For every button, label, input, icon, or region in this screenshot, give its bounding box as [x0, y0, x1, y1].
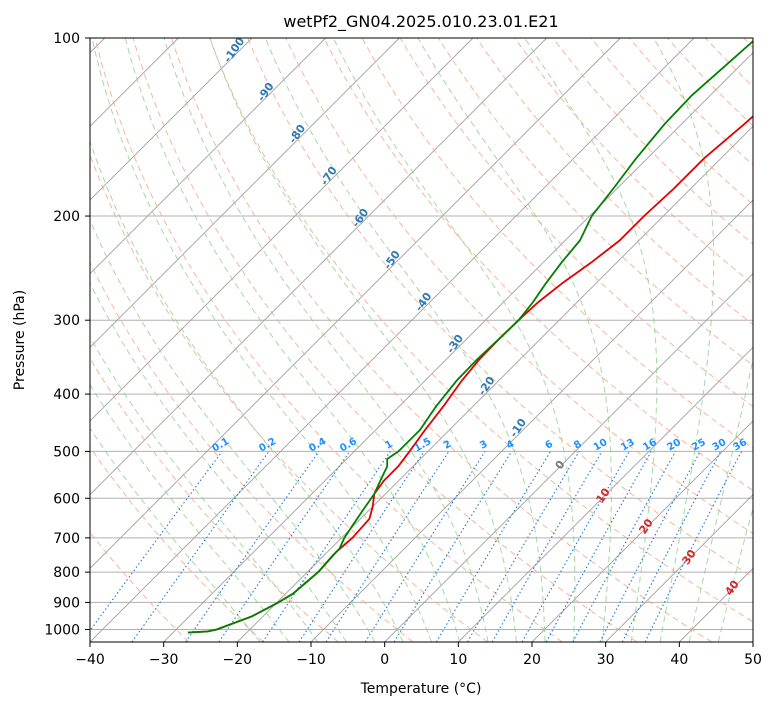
dry-adiabat-label: -50 [381, 248, 403, 272]
dry-adiabat-line [95, 38, 562, 642]
x-tick-label: 10 [449, 652, 467, 668]
moist-adiabat-line [654, 38, 714, 642]
moist-adiabat-label: 40 [722, 578, 742, 598]
x-tick-label: −40 [75, 652, 105, 668]
isotherm-line [0, 38, 252, 642]
x-tick-label: 20 [523, 652, 541, 668]
dry-adiabat-line [515, 38, 775, 642]
x-tick-label: −30 [149, 652, 179, 668]
dry-adiabat-line [19, 38, 413, 642]
mixing-ratio-line [645, 451, 741, 642]
isotherm-line [0, 38, 326, 642]
x-tick-label: 50 [744, 652, 762, 668]
dry-adiabat-label: -40 [412, 290, 434, 314]
chart-title: wetPf2_GN04.2025.010.23.01.E21 [283, 12, 558, 32]
isotherm-line [90, 38, 694, 642]
dry-adiabat-line [0, 38, 338, 642]
moist-adiabat-label: 30 [679, 547, 699, 567]
dry-adiabat-label: -80 [286, 122, 308, 146]
dry-adiabat-line [438, 38, 775, 642]
temperature-profile-line [188, 38, 775, 633]
moist-adiabat-line [210, 38, 517, 642]
isotherm-line [0, 38, 399, 642]
y-tick-label: 300 [53, 313, 80, 329]
mixing-ratio-line [600, 451, 700, 642]
dry-adiabat-line [57, 38, 488, 642]
y-tick-label: 700 [53, 531, 80, 547]
dry-adiabat-line [0, 38, 189, 642]
mixing-ratio-line [436, 451, 550, 642]
mixing-ratio-line [82, 451, 222, 642]
x-tick-label: 40 [670, 652, 688, 668]
y-tick-label: 200 [53, 209, 80, 225]
y-tick-label: 1000 [44, 622, 80, 638]
moist-adiabat-line [718, 38, 775, 642]
y-tick-label: 100 [53, 31, 80, 47]
isotherm-line [311, 38, 775, 642]
mixing-ratio-line [573, 451, 676, 642]
y-tick-label: 800 [53, 565, 80, 581]
moist-adiabat-label: 10 [593, 485, 613, 505]
moist-adiabat-line [37, 38, 375, 642]
moist-adiabat-line [0, 38, 289, 642]
x-tick-label: −20 [223, 652, 253, 668]
isotherm-line [458, 38, 775, 642]
dry-adiabat-label: -70 [318, 164, 340, 188]
moist-adiabat-line [92, 38, 431, 642]
x-tick-label: 0 [380, 652, 389, 668]
moist-adiabat-line [525, 38, 657, 642]
y-tick-label: 500 [53, 444, 80, 460]
mixing-ratio-line [522, 451, 629, 642]
dry-adiabat-line [286, 38, 775, 642]
mixing-ratio-line [546, 451, 651, 642]
y-axis-label: Pressure (hPa) [12, 290, 28, 390]
x-axis-label: Temperature (°C) [360, 681, 482, 697]
dry-adiabat-label: -100 [221, 35, 248, 65]
dry-adiabat-label: -10 [507, 416, 529, 440]
moist-adiabat-label: 20 [636, 516, 656, 536]
dry-adiabat-line [667, 38, 775, 642]
isotherm-line [753, 38, 775, 642]
dry-adiabat-line [477, 38, 775, 642]
isotherm-line [385, 38, 775, 642]
mixing-ratio-line [263, 451, 391, 642]
isotherm-line [16, 38, 620, 642]
moist-adiabat-line [164, 38, 488, 642]
dry-adiabat-line [591, 38, 775, 642]
mixing-ratio-label: 3 [478, 439, 490, 452]
moist-adiabat-line [689, 38, 775, 642]
dry-adiabat-line [0, 38, 264, 642]
dry-adiabat-line [171, 38, 711, 642]
mixing-ratio-label: 6 [544, 439, 556, 452]
dry-adiabat-line [133, 38, 637, 642]
y-tick-label: 600 [53, 491, 80, 507]
moist-adiabat-line [0, 38, 318, 642]
moist-adiabat-line [418, 38, 611, 642]
y-tick-label: 900 [53, 595, 80, 611]
dry-adiabat-label: -90 [255, 80, 277, 104]
moist-adiabat-line [0, 38, 260, 642]
mixing-ratio-line [219, 451, 350, 642]
mixing-ratio-line [299, 451, 424, 642]
dry-adiabat-label: -60 [349, 206, 371, 230]
y-tick-label: 400 [53, 387, 80, 403]
x-tick-label: 30 [597, 652, 615, 668]
mixing-ratio-line [326, 451, 449, 642]
mixing-ratio-label: 2 [442, 439, 454, 452]
dry-adiabat-line [744, 38, 775, 642]
moist-adiabat-line [63, 38, 403, 642]
x-tick-label: −10 [296, 652, 326, 668]
mixing-ratio-line [365, 451, 485, 642]
